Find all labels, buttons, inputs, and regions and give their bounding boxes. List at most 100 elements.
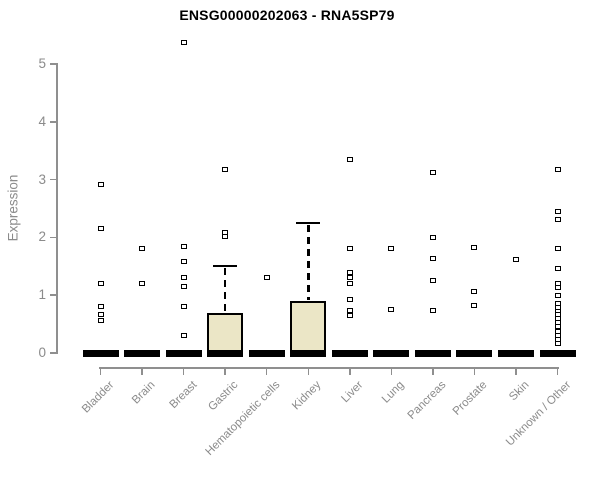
outlier-point [180, 304, 187, 310]
x-axis-tick [265, 368, 268, 375]
collapsed-box-skin [498, 350, 534, 357]
x-axis-tick [432, 368, 434, 375]
x-axis-tick [307, 368, 309, 375]
y-axis-tick [49, 236, 56, 239]
outlier-point [471, 302, 478, 308]
y-axis-tick [49, 121, 56, 123]
y-tick-label: 0 [38, 345, 46, 360]
outlier-point [97, 304, 104, 310]
x-tick-label: Skin [507, 379, 532, 404]
outlier-point [346, 296, 353, 302]
y-axis-tick [49, 178, 56, 181]
x-axis-tick [224, 368, 226, 375]
collapsed-box-breast [165, 350, 202, 357]
chart-title: ENSG00000202063 - RNA5SP79 [179, 7, 395, 23]
x-tick-label: Kidney [290, 379, 324, 413]
y-axis-tick [49, 63, 56, 65]
y-axis-tick [49, 352, 56, 354]
collapsed-box-bladder [82, 350, 119, 357]
x-tick-label: Bladder [79, 379, 116, 416]
outlier-point [346, 156, 353, 162]
outlier-point [180, 332, 187, 338]
outlier-point [471, 244, 478, 250]
x-tick-label: Hematopoietic cells [203, 379, 283, 458]
outlier-point [554, 216, 561, 222]
outlier-point [180, 243, 187, 249]
collapsed-box-brain [124, 350, 161, 357]
outlier-point [346, 312, 353, 318]
y-tick-label: 1 [38, 287, 46, 303]
outlier-point [554, 265, 561, 271]
collapsed-box-prostate [456, 350, 493, 357]
outlier-point [180, 274, 187, 280]
x-axis-tick [473, 368, 476, 375]
y-tick-label: 3 [38, 171, 46, 187]
y-axis-tick [49, 294, 56, 296]
outlier-point [346, 269, 353, 275]
box-gastric [207, 313, 244, 355]
outlier-point [388, 246, 395, 252]
outlier-point [97, 182, 104, 188]
x-axis-tick [515, 368, 517, 375]
outlier-point [222, 233, 229, 239]
outlier-point [554, 293, 561, 299]
collapsed-box-liver [331, 350, 368, 357]
y-tick-label: 4 [38, 113, 46, 129]
outlier-point [97, 312, 104, 318]
x-axis-line [99, 367, 559, 369]
outlier-point [429, 235, 436, 241]
outlier-point [139, 280, 146, 286]
outlier-point [222, 167, 229, 173]
collapsed-box-pancreas [414, 350, 451, 357]
collapsed-box-unknown-other [539, 350, 576, 357]
whisker-cap [296, 221, 321, 225]
outlier-point [180, 39, 187, 45]
upper-whisker [307, 224, 310, 300]
outlier-point [139, 246, 146, 252]
y-tick-label: 2 [38, 229, 46, 245]
outlier-point [97, 317, 104, 323]
outlier-point [346, 280, 353, 286]
outlier-point [263, 274, 270, 280]
y-tick-label: 5 [38, 56, 46, 71]
outlier-point [554, 284, 561, 290]
whisker-cap [213, 264, 238, 268]
y-axis-line [56, 63, 58, 354]
median-line [290, 350, 327, 357]
collapsed-box-lung [373, 350, 410, 357]
x-axis-tick [141, 368, 143, 375]
x-axis-tick [349, 368, 351, 375]
outlier-point [429, 169, 436, 175]
x-axis-tick [556, 368, 559, 375]
median-line [207, 350, 244, 357]
outlier-point [554, 340, 561, 346]
outlier-point [388, 306, 395, 312]
x-axis-tick [390, 368, 393, 375]
x-tick-label: Liver [339, 379, 366, 406]
outlier-point [346, 308, 353, 314]
outlier-point [97, 225, 104, 231]
x-tick-label: Prostate [451, 379, 490, 418]
outlier-point [429, 308, 436, 314]
outlier-point [346, 245, 353, 251]
collapsed-box-hematopoietic-cells [248, 350, 285, 357]
outlier-point [429, 277, 436, 283]
outlier-point [513, 257, 519, 263]
x-axis-tick [99, 368, 102, 375]
outlier-point [554, 208, 561, 214]
outlier-point [429, 255, 436, 261]
box-kidney [290, 300, 327, 355]
x-tick-label: Brain [130, 379, 158, 407]
x-tick-label: Lung [380, 379, 407, 406]
outlier-point [554, 245, 561, 251]
outlier-point [346, 274, 353, 280]
outlier-point [180, 284, 187, 290]
upper-whisker [223, 267, 227, 313]
outlier-point [471, 289, 478, 295]
outlier-point [180, 259, 187, 265]
x-tick-label: Pancreas [405, 379, 449, 422]
x-tick-label: Gastric [206, 379, 241, 414]
outlier-point [554, 166, 561, 172]
